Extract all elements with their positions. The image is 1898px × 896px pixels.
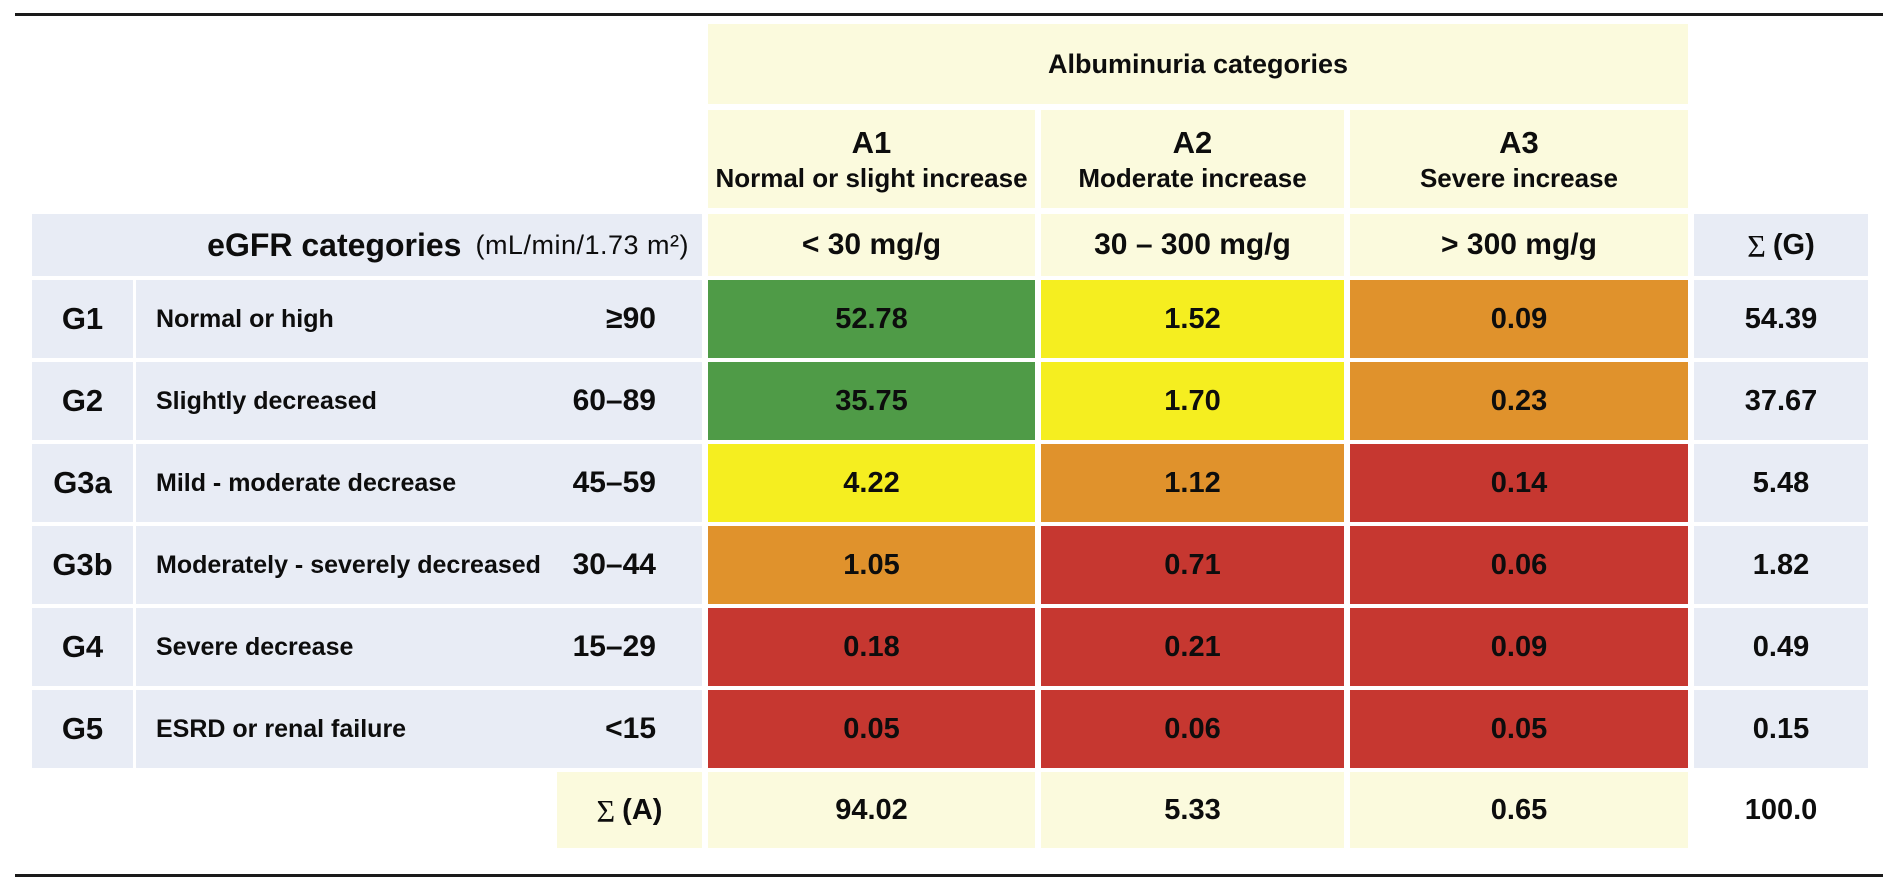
row-sum-cell: 5.48 <box>1694 444 1868 522</box>
egfr-description: Slightly decreased <box>156 386 377 415</box>
heatmap-cell-a1: 1.05 <box>708 526 1035 604</box>
heatmap-row: G3b Moderately - severely decreased 30–4… <box>0 526 1898 604</box>
heatmap-row: G3a Mild - moderate decrease 45–59 4.22 … <box>0 444 1898 522</box>
a1-description: Normal or slight increase <box>715 162 1028 193</box>
heatmap-cell-a2: 0.21 <box>1041 608 1344 686</box>
heatmap-cell-a1: 0.05 <box>708 690 1035 768</box>
sum-a-label-cell: Σ (A) <box>557 772 702 848</box>
a2-range: 30 – 300 mg/g <box>1094 228 1291 261</box>
a2-code: A2 <box>1172 125 1213 161</box>
sum-a3-cell: 0.65 <box>1350 772 1688 848</box>
heatmap-cell-a3: 0.09 <box>1350 280 1688 358</box>
bottom-rule <box>15 874 1883 877</box>
a3-range: > 300 mg/g <box>1441 228 1597 261</box>
row-sum-cell: 1.82 <box>1694 526 1868 604</box>
egfr-code-cell: G5 <box>32 690 133 768</box>
heatmap-cell-a3: 0.05 <box>1350 690 1688 768</box>
sum-a2-cell: 5.33 <box>1041 772 1344 848</box>
egfr-unit: (mL/min/1.73 m²) <box>475 229 689 260</box>
egfr-code-cell: G3b <box>32 526 133 604</box>
a3-header-cell: A3 Severe increase <box>1350 110 1688 208</box>
albuminuria-categories-title: Albuminuria categories <box>1047 48 1349 79</box>
egfr-code-cell: G4 <box>32 608 133 686</box>
egfr-description: Moderately - severely decreased <box>156 550 541 579</box>
a2-range-cell: 30 – 300 mg/g <box>1041 214 1344 276</box>
egfr-description-cell: Normal or high ≥90 <box>136 280 702 358</box>
egfr-code-cell: G1 <box>32 280 133 358</box>
sum-row: Σ (A) 94.02 5.33 0.65 100.0 <box>0 772 1898 848</box>
heatmap-cell-a3: 0.14 <box>1350 444 1688 522</box>
egfr-range: ≥90 <box>606 302 656 335</box>
heatmap-row: G1 Normal or high ≥90 52.78 1.52 0.09 54… <box>0 280 1898 358</box>
a1-range: < 30 mg/g <box>801 228 942 261</box>
egfr-range: 60–89 <box>572 384 656 417</box>
heatmap-cell-a2: 1.70 <box>1041 362 1344 440</box>
egfr-description-cell: Severe decrease 15–29 <box>136 608 702 686</box>
sum-a1-cell: 94.02 <box>708 772 1035 848</box>
sum-a-label: (A) <box>622 793 663 826</box>
egfr-range: 15–29 <box>572 630 656 663</box>
heatmap-cell-a1: 4.22 <box>708 444 1035 522</box>
egfr-categories-title: eGFR categories <box>207 226 462 263</box>
row-sum-cell: 0.49 <box>1694 608 1868 686</box>
row-sum-cell: 0.15 <box>1694 690 1868 768</box>
heatmap-cell-a2: 0.06 <box>1041 690 1344 768</box>
a2-description: Moderate increase <box>1078 162 1307 193</box>
egfr-range: 30–44 <box>572 548 656 581</box>
egfr-description: ESRD or renal failure <box>156 714 407 743</box>
heatmap-row: G5 ESRD or renal failure <15 0.05 0.06 0… <box>0 690 1898 768</box>
row-sum-cell: 37.67 <box>1694 362 1868 440</box>
heatmap-cell-a2: 0.71 <box>1041 526 1344 604</box>
row-sum-cell: 54.39 <box>1694 280 1868 358</box>
egfr-description-cell: Moderately - severely decreased 30–44 <box>136 526 702 604</box>
grand-total-cell: 100.0 <box>1694 772 1868 848</box>
a1-range-cell: < 30 mg/g <box>708 214 1035 276</box>
egfr-description-cell: Slightly decreased 60–89 <box>136 362 702 440</box>
heatmap-cell-a1: 35.75 <box>708 362 1035 440</box>
heatmap-cell-a1: 0.18 <box>708 608 1035 686</box>
egfr-range: <15 <box>605 712 656 745</box>
heatmap-cell-a2: 1.52 <box>1041 280 1344 358</box>
egfr-description: Normal or high <box>156 304 334 333</box>
egfr-code-cell: G2 <box>32 362 133 440</box>
a3-code: A3 <box>1499 125 1539 161</box>
egfr-description: Severe decrease <box>156 632 354 661</box>
egfr-description-cell: ESRD or renal failure <15 <box>136 690 702 768</box>
a3-range-cell: > 300 mg/g <box>1350 214 1688 276</box>
heatmap-cell-a3: 0.23 <box>1350 362 1688 440</box>
egfr-categories-header: eGFR categories (mL/min/1.73 m²) <box>32 214 702 276</box>
heatmap-row: G2 Slightly decreased 60–89 35.75 1.70 0… <box>0 362 1898 440</box>
egfr-description-cell: Mild - moderate decrease 45–59 <box>136 444 702 522</box>
egfr-range: 45–59 <box>572 466 656 499</box>
a3-description: Severe increase <box>1419 162 1619 193</box>
egfr-description: Mild - moderate decrease <box>156 468 457 497</box>
top-rule <box>15 13 1883 16</box>
a2-header-cell: A2 Moderate increase <box>1041 110 1344 208</box>
a1-header-cell: A1 Normal or slight increase <box>708 110 1035 208</box>
heatmap-cell-a3: 0.09 <box>1350 608 1688 686</box>
sum-g-header-cell: Σ (G) <box>1694 214 1868 276</box>
sum-g-label: (G) <box>1772 228 1815 261</box>
heatmap-cell-a1: 52.78 <box>708 280 1035 358</box>
sigma-symbol: Σ <box>1747 227 1766 264</box>
heatmap-row: G4 Severe decrease 15–29 0.18 0.21 0.09 … <box>0 608 1898 686</box>
a1-code: A1 <box>851 125 892 161</box>
sigma-symbol: Σ <box>596 792 616 829</box>
heatmap-cell-a3: 0.06 <box>1350 526 1688 604</box>
egfr-code-cell: G3a <box>32 444 133 522</box>
heatmap-cell-a2: 1.12 <box>1041 444 1344 522</box>
albuminuria-categories-header: Albuminuria categories <box>708 24 1688 104</box>
